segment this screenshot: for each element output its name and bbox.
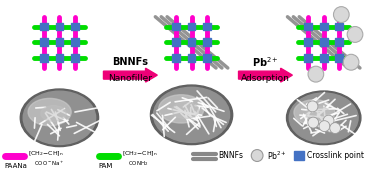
Circle shape [343,54,359,70]
FancyArrow shape [239,68,292,82]
Bar [172,23,180,31]
Text: $\mathsf{[CH_2{-}CH]_n}$: $\mathsf{[CH_2{-}CH]_n}$ [28,150,64,158]
Text: $\mathsf{CONH_2}$: $\mathsf{CONH_2}$ [128,160,149,168]
Bar [335,39,343,46]
Bar [320,39,328,46]
Ellipse shape [41,106,66,121]
Text: PAM: PAM [99,163,113,169]
Ellipse shape [150,85,233,145]
Bar [320,54,328,62]
Text: PAANa: PAANa [5,163,28,169]
Bar [187,39,195,46]
Text: $\mathsf{[CH_2{-}CH]_n}$: $\mathsf{[CH_2{-}CH]_n}$ [122,150,158,158]
Bar [56,54,64,62]
Bar [304,39,312,46]
Circle shape [251,150,263,161]
Bar [203,39,211,46]
Ellipse shape [153,87,229,142]
Bar [187,23,195,31]
Bar [40,39,48,46]
FancyArrow shape [104,68,157,82]
Ellipse shape [289,93,358,143]
Text: Pb$^{2+}$: Pb$^{2+}$ [267,149,287,162]
Bar [56,39,64,46]
Text: Crosslink point: Crosslink point [307,151,364,160]
Circle shape [347,26,363,42]
Circle shape [330,123,341,134]
Bar [203,54,211,62]
Ellipse shape [294,100,335,125]
Text: $\mathsf{COO^-Na^+}$: $\mathsf{COO^-Na^+}$ [34,160,65,168]
Text: Adsorption: Adsorption [240,74,290,83]
Circle shape [333,7,349,23]
Text: BNNFs: BNNFs [218,151,243,160]
Bar [304,23,312,31]
Text: BNNFs: BNNFs [112,57,148,67]
Ellipse shape [306,106,330,121]
Circle shape [308,66,324,82]
Bar [294,150,304,161]
Circle shape [323,115,334,126]
Bar [71,39,79,46]
Circle shape [307,101,318,112]
Text: Nanofiller: Nanofiller [108,74,152,83]
Circle shape [325,121,336,132]
Circle shape [308,117,319,128]
Bar [172,39,180,46]
Ellipse shape [159,95,204,123]
Text: Pb$^{2+}$: Pb$^{2+}$ [252,55,278,69]
Bar [203,23,211,31]
Bar [335,54,343,62]
Ellipse shape [20,89,99,147]
Bar [304,54,312,62]
Bar [71,54,79,62]
Ellipse shape [23,91,96,145]
Ellipse shape [287,91,361,145]
Ellipse shape [28,98,71,126]
Bar [320,23,328,31]
Bar [335,23,343,31]
Ellipse shape [172,102,199,118]
Bar [187,54,195,62]
Bar [40,23,48,31]
Circle shape [319,121,330,132]
Bar [56,23,64,31]
Bar [71,23,79,31]
Bar [40,54,48,62]
Bar [172,54,180,62]
